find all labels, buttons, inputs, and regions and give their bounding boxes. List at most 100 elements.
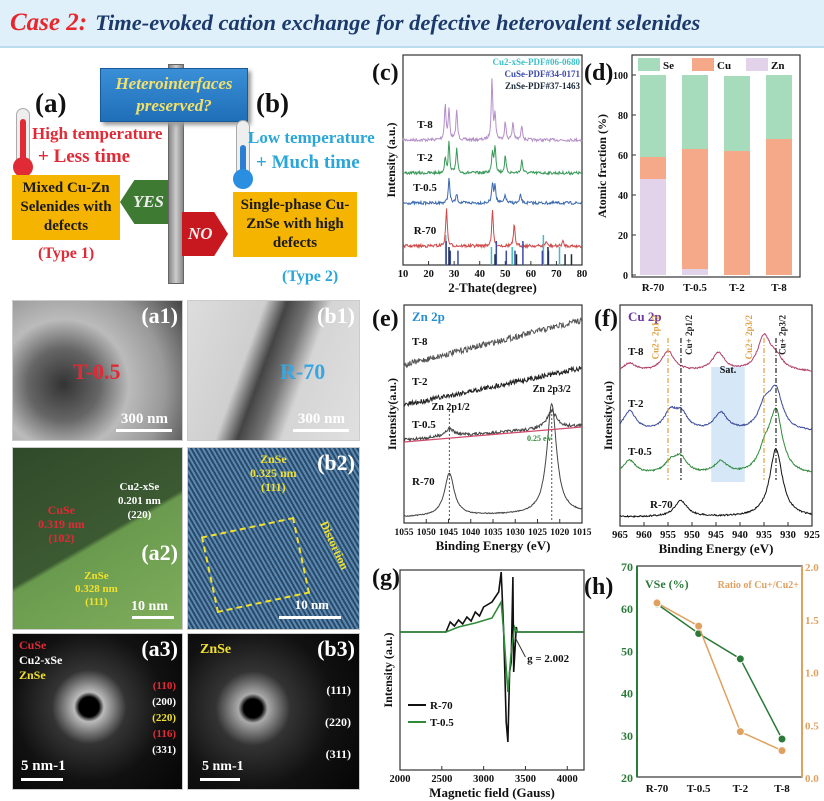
baseline-fit [403,426,583,443]
plot-frame [399,569,585,771]
x-tick-label: 960 [636,530,652,541]
series-line-R-70 [402,208,582,250]
x-tick-label: 1025 [528,528,547,538]
ring-labels: (111) (220) (311) [325,674,351,770]
t: ZnSe [19,668,46,682]
scale-label: 10 nm [294,597,329,612]
bar-Se-T-2 [724,76,750,151]
series-line-T-0.5 [400,599,584,693]
x-tick-label: 1050 [417,528,436,538]
series-label: R-70 [412,476,435,488]
panel-label: (f) [594,306,618,332]
chart-c: (c) 10 20 30 40 50 60 70 80 2-Thate(degree) Intens… [372,54,588,295]
x-axis-label: Binding Energy (eV) [436,538,551,553]
data-point [735,727,745,737]
image-label: (b1) [317,303,355,328]
series-line-T-2 [403,365,583,408]
hrtem-image-b2: ZnSe 0.325 nm (111) (b2) Distortion 10 nm [187,447,360,630]
image-label: (b3) [317,636,355,661]
t: CuSe [19,638,47,652]
saed-pattern-a3: CuSe Cu2-xSe ZnSe (a3) (110) (200) (220) (116… [12,633,183,790]
y-left-tick-label: 70 [621,560,633,574]
chart-title: Cu 2p [628,309,662,324]
y-left-tick-label: 40 [621,687,633,701]
x-tick-label: T-8 [771,282,787,294]
t: 0.201 nm [118,495,161,507]
t: (220) [325,715,351,729]
x-tick-label: 80 [577,269,588,280]
bar-Cu-T-8 [766,139,792,275]
left-series-label: VSe (%) [645,577,689,591]
bar-Cu-R-70 [640,157,666,179]
y-axis-label: Atomic fraction (%) [595,114,609,218]
peak-annotation: Cu2+ 2p1/2 [650,315,660,360]
y-tick-label: 0 [623,271,628,282]
x-tick-label: 1045 [439,528,458,538]
znse-annotation: ZnSe 0.325 nm (111) [250,452,297,494]
legend-label: Zn [771,60,784,72]
t: 0.319 nm [38,517,85,531]
b-condition-time: + Much time [256,152,360,173]
legend-swatch [746,58,768,71]
data-point [777,746,787,756]
bar-Cu-T-0.5 [682,149,708,269]
tem-image-b1: (b1) R-70 300 nm [187,300,360,441]
x-tick-label: 1035 [484,528,503,538]
hrtem-image-a2: CuSe 0.319 nm (102) Cu2-xSe 0.201 nm (220) Z… [12,447,183,630]
chart-e: (e) 1055 1050 1045 1040 1035 1030 1025 1020 1015 B… [372,304,592,553]
scale-label: 5 nm-1 [202,759,244,774]
series-line-R-70 [403,402,583,517]
series-line-T-8 [402,78,583,144]
shift-annotation: 0.25 eV [527,434,553,443]
y-tick-label: 60 [618,151,628,162]
y-right-tick-label: 2.0 [805,562,819,574]
x-tick-label: 950 [684,530,700,541]
y-tick-label: 80 [618,111,628,122]
t: (116) [152,728,176,740]
series-label: T-2 [412,376,428,388]
case-label: Case 2: [10,9,88,36]
image-label: (a1) [141,303,178,328]
t: (111) [85,596,108,608]
x-axis-label: 2-Thate(degree) [448,280,537,295]
y-right-tick-label: 1.0 [805,668,819,680]
y-axis-label: Intensity (a.u.) [381,632,395,707]
y-tick-label: 100 [613,71,628,82]
t: 0.325 nm [250,466,297,480]
plot-frame [631,54,801,278]
x-tick-label: 20 [423,269,434,280]
x-tick-label: 955 [660,530,676,541]
legend-swatch [692,58,714,71]
scale-label: 300 nm [120,411,168,427]
image-label: (a2) [141,540,178,565]
x-tick-label: R-70 [646,783,669,795]
x-tick-label: 40 [474,269,485,280]
x-tick-label: 1020 [550,528,569,538]
data-point [652,598,662,608]
scale-bar [21,778,63,781]
sample-label: T-0.5 [73,359,121,384]
ring-labels: (110) (200) (220) (116) (331) [152,678,176,758]
x-tick-label: 60 [526,269,537,280]
figure-title: Time-evoked cation exchange for defectiv… [95,10,701,35]
x-tick-label: 935 [756,530,772,541]
x-tick-label: 925 [804,530,820,541]
x-tick-label: 2000 [390,774,411,785]
x-tick-label: 965 [612,530,628,541]
chart-f: (f) 965 960 955 950 945 940 935 930 925 Binding En… [594,304,820,556]
series-line-R-70 [619,448,813,518]
series-line-T-0.5 [402,177,583,207]
annotation-arrow [514,637,526,658]
scale-bar [116,429,172,432]
bar-Se-T-0.5 [682,75,708,149]
t: (200) [152,696,176,708]
cu2se-annotation: Cu2-xSe 0.201 nm (220) [118,480,161,522]
y-tick-label: 40 [618,191,628,202]
x-tick-label: 1055 [395,528,414,538]
legend-label: Se [663,60,674,72]
series-label: T-0.5 [628,446,652,458]
y-right-tick-label: 0.5 [805,720,819,732]
t: (220) [127,509,152,521]
x-tick-label: 1015 [573,528,592,538]
series-label: T-2 [417,152,433,164]
